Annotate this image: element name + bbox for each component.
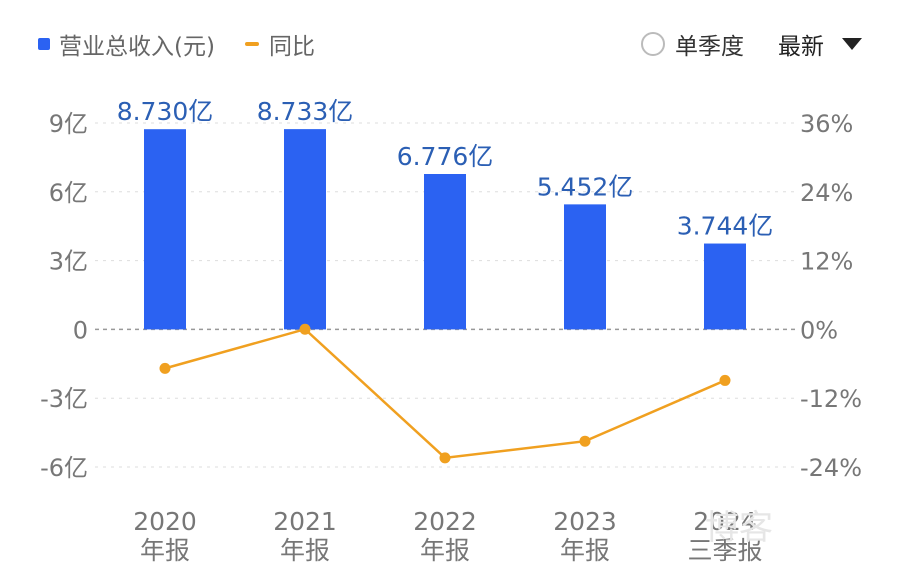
bar-value-label: 8.730亿 (117, 97, 214, 126)
left-tick-label: 0 (73, 316, 88, 344)
revenue-bar (284, 129, 326, 330)
single-quarter-radio[interactable] (641, 32, 665, 56)
yoy-point (579, 435, 591, 447)
revenue-bar (424, 174, 466, 330)
left-tick-label: -6亿 (40, 454, 88, 482)
left-tick-label: -3亿 (40, 385, 88, 413)
right-tick-label: 12% (800, 248, 853, 276)
x-tick-period: 年报 (140, 536, 190, 565)
x-tick-period: 年报 (280, 536, 330, 565)
bar-value-label: 3.744亿 (677, 212, 774, 241)
yoy-swatch (244, 42, 259, 46)
dropdown-caret-icon (842, 38, 862, 50)
chart-controls: 单季度 最新 (641, 26, 862, 62)
yoy-line (164, 327, 726, 460)
right-tick-label: 36% (800, 110, 853, 138)
yoy-line-series (159, 323, 731, 464)
x-tick-year: 2024 (693, 507, 757, 536)
x-tick-year: 2021 (273, 507, 337, 536)
left-tick-label: 3亿 (49, 248, 88, 276)
x-tick-year: 2022 (413, 507, 477, 536)
x-tick-period: 年报 (560, 536, 610, 565)
bar-value-label: 5.452亿 (537, 172, 634, 201)
legend-item-revenue[interactable]: 营业总收入(元) (38, 27, 215, 61)
single-quarter-label[interactable]: 单季度 (675, 34, 744, 60)
legend-revenue-label: 营业总收入(元) (59, 34, 215, 60)
right-axis-ticks: 36% 24% 12% 0% -12% -24% (800, 110, 862, 482)
period-select[interactable]: 最新 (778, 27, 862, 61)
x-tick-year: 2020 (133, 507, 197, 536)
right-tick-label: 24% (800, 179, 853, 207)
yoy-point (299, 323, 311, 335)
right-tick-label: 0% (800, 316, 838, 344)
right-tick-label: -24% (800, 454, 862, 482)
revenue-swatch (38, 38, 50, 50)
chart-legend: 营业总收入(元) 同比 (38, 26, 345, 62)
right-tick-label: -12% (800, 385, 862, 413)
period-select-value: 最新 (778, 34, 824, 60)
x-tick-period: 三季报 (687, 536, 762, 565)
x-tick-period: 年报 (420, 536, 470, 565)
x-tick-year: 2023 (553, 507, 617, 536)
bar-value-labels: 8.730亿 8.733亿 6.776亿 5.452亿 3.744亿 (117, 97, 774, 240)
revenue-bar (704, 243, 746, 330)
bar-value-label: 8.733亿 (257, 97, 354, 126)
left-axis-ticks: 9亿 6亿 3亿 0 -3亿 -6亿 (40, 110, 88, 482)
revenue-bar (144, 129, 186, 330)
yoy-point (159, 362, 171, 374)
legend-yoy-label: 同比 (268, 34, 315, 60)
revenue-bar (564, 204, 606, 330)
yoy-point (439, 452, 451, 464)
left-tick-label: 9亿 (49, 110, 88, 138)
bar-value-label: 6.776亿 (397, 142, 494, 171)
left-tick-label: 6亿 (49, 179, 88, 207)
legend-item-yoy[interactable]: 同比 (244, 27, 315, 61)
yoy-point (719, 374, 731, 386)
revenue-bars (144, 129, 746, 330)
watermark: 博客 (705, 508, 773, 548)
